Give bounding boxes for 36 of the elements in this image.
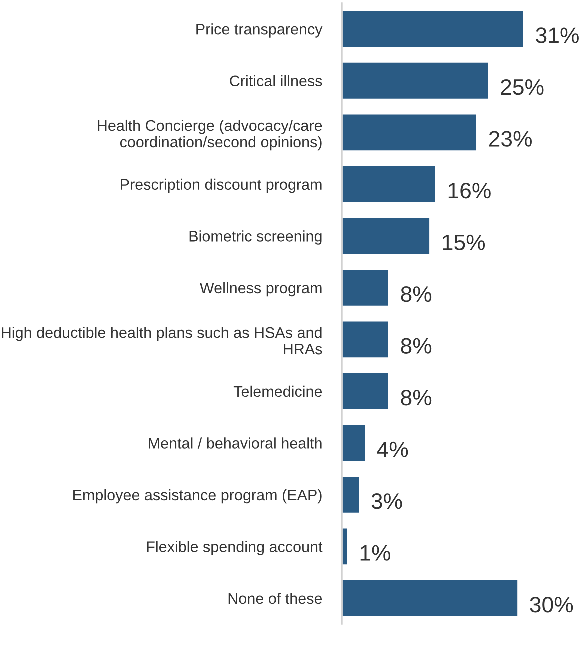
data-label: 1% (360, 545, 391, 561)
bar (342, 62, 490, 100)
bar (342, 320, 390, 360)
bar (342, 372, 390, 411)
y-tick-label: Price transparency (196, 24, 323, 38)
data-label: 8% (401, 338, 432, 354)
y-tick-label: Prescription discount program (121, 178, 322, 194)
data-label: 23% (489, 131, 532, 147)
data-label: 25% (501, 79, 544, 96)
bar (342, 476, 361, 514)
y-tick-label: High deductible health plans such as HSAs and HRAs (2, 327, 322, 355)
bar (342, 527, 349, 566)
y-tick-label: None of these (228, 592, 322, 604)
bar (342, 216, 431, 256)
y-tick-label: Biometric screening (190, 230, 322, 245)
data-label: 16% (448, 182, 491, 199)
bar (342, 165, 437, 204)
bar (342, 579, 519, 618)
y-tick-label: Health Concierge (advocacy/care coordination/second opinions) (98, 120, 322, 151)
data-label: 8% (401, 390, 432, 406)
y-tick-label: Flexible spending account (147, 541, 323, 556)
data-label: 30% (530, 597, 574, 613)
bar (342, 268, 390, 308)
y-tick-label: Mental / behavioral health (149, 438, 322, 449)
y-tick-label: Telemedicine (234, 386, 322, 398)
data-label: 15% (443, 234, 486, 250)
y-tick-label: Employee assistance program (EAP) (74, 489, 322, 504)
y-tick-label: Critical illness (230, 75, 322, 87)
bar (342, 10, 525, 48)
bar (342, 113, 478, 152)
y-tick-label: Wellness program (200, 282, 322, 297)
data-label: 4% (377, 442, 408, 458)
bar (342, 424, 366, 463)
data-label: 31% (536, 28, 579, 44)
data-label: 8% (401, 286, 432, 302)
data-label: 3% (372, 494, 402, 510)
